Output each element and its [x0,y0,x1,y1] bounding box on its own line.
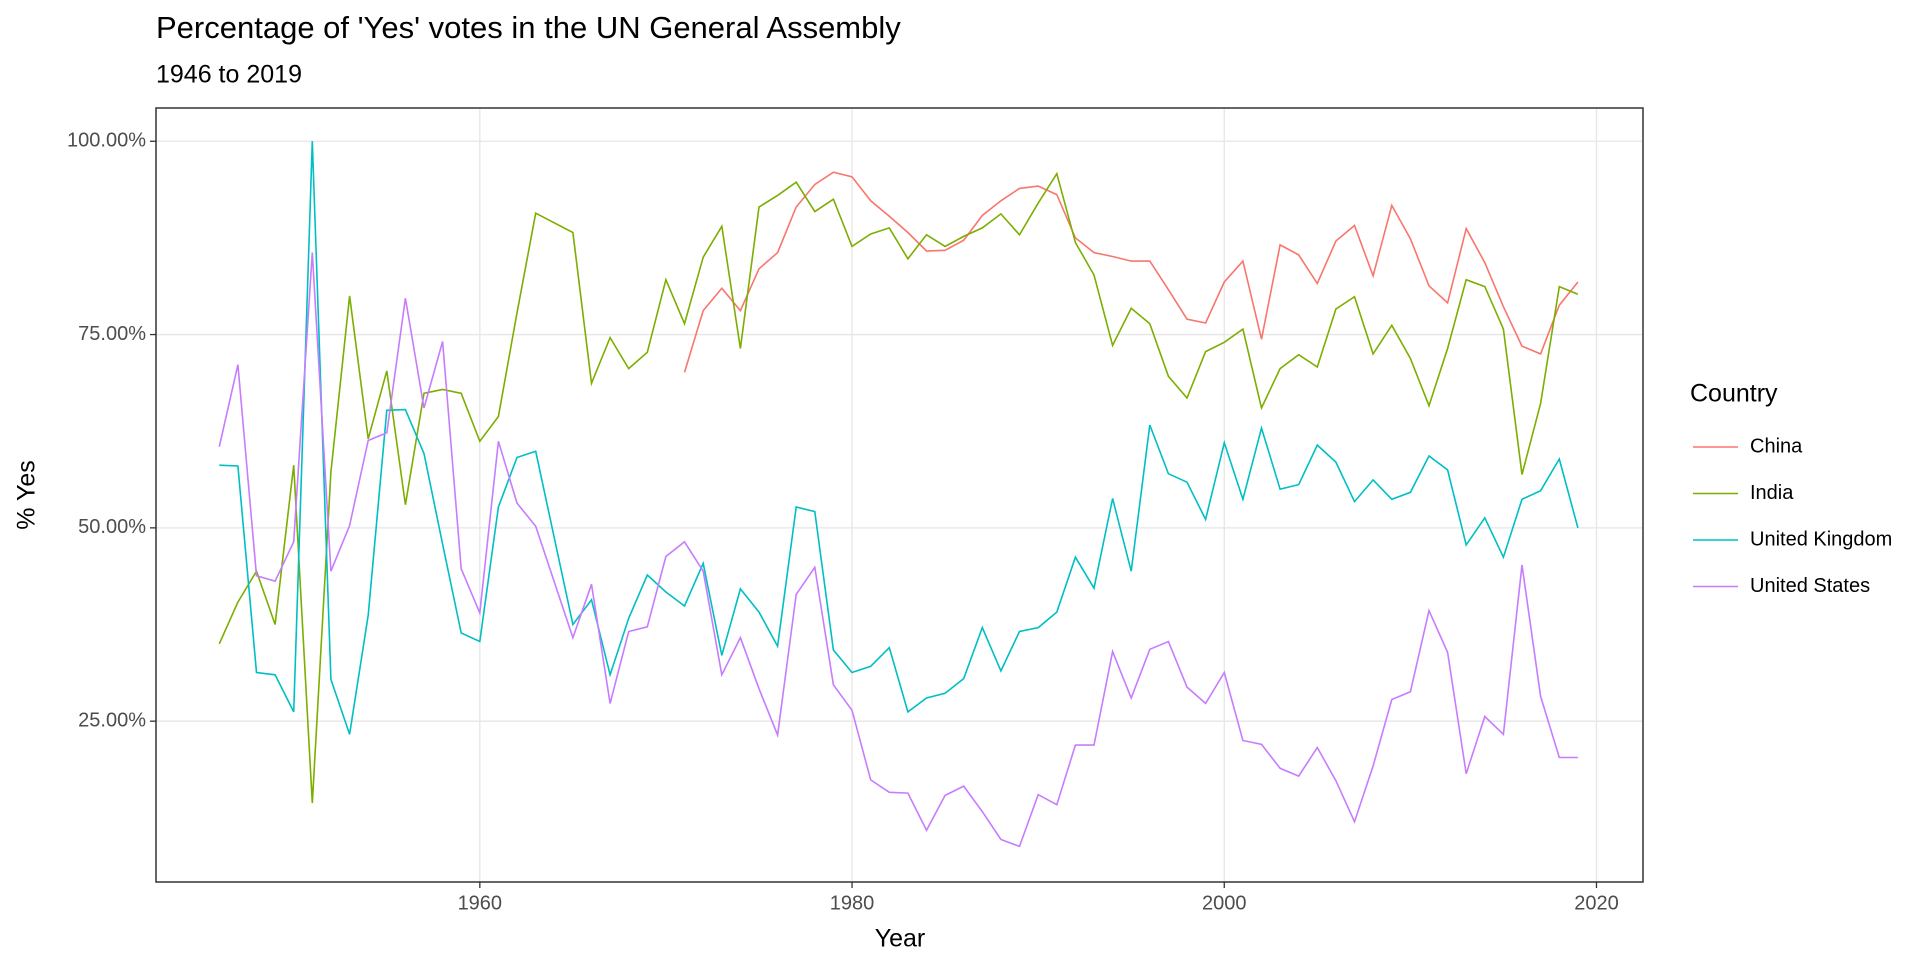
y-tick-label: 100.00% [67,130,146,152]
y-tick-label: 75.00% [78,323,146,345]
plot-border [155,107,1644,883]
x-tick-label: 1960 [458,892,503,914]
y-tick-label: 50.00% [78,516,146,538]
legend-title: Country [1690,380,1778,408]
series-line [219,141,1579,735]
legend-label: China [1750,435,1803,457]
legend-label: India [1750,482,1794,504]
y-tick-label: 25.00% [78,709,146,731]
chart-title: Percentage of 'Yes' votes in the UN Gene… [156,10,901,45]
x-tick-label: 1980 [830,892,875,914]
legend-label: United States [1750,575,1870,597]
x-tick-label: 2020 [1574,892,1619,914]
series-line [218,252,1578,848]
series-line [218,171,1579,804]
x-tick-label: 2000 [1202,892,1247,914]
legend-label: United Kingdom [1750,528,1892,550]
x-axis-title: Year [875,925,926,953]
chart-subtitle: 1946 to 2019 [156,61,302,89]
y-axis-title: % Yes [13,460,41,530]
series-line [683,171,1579,373]
